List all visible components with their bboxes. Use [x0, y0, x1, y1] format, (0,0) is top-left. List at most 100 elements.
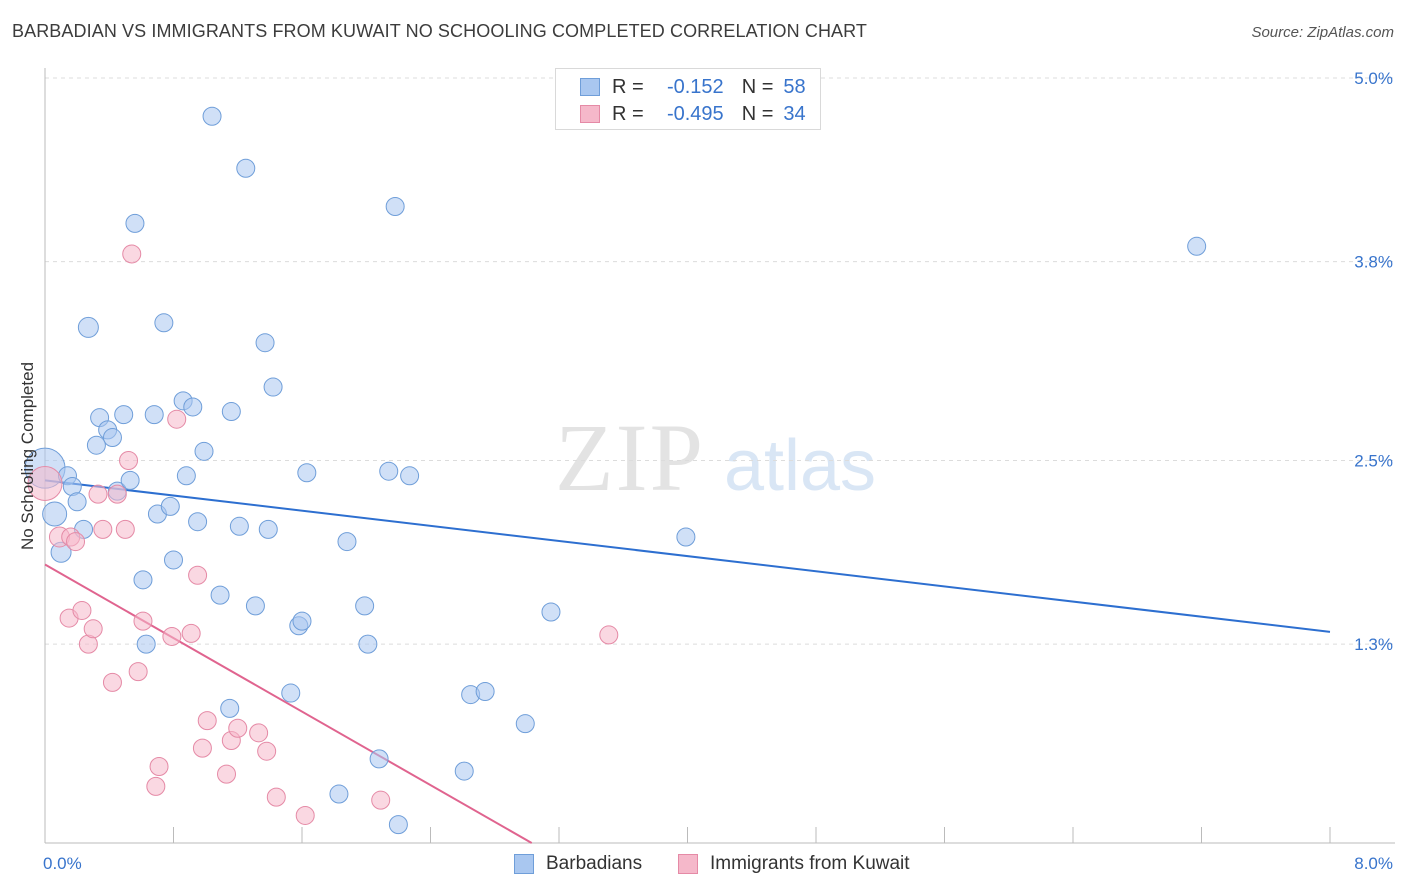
r-label: R =	[612, 102, 644, 125]
kuwait-point	[295, 805, 315, 825]
barbadian-point	[236, 158, 256, 178]
barbadian-point	[154, 313, 174, 333]
kuwait-point	[102, 672, 122, 692]
barbadian-point	[297, 463, 317, 483]
kuwait-point	[257, 741, 277, 761]
legend-label: Barbadians	[546, 853, 643, 874]
kuwait-point	[88, 484, 108, 504]
r-label: R =	[612, 75, 644, 98]
source-credit: Source: ZipAtlas.com	[1251, 24, 1394, 41]
barbadian-point	[42, 501, 68, 527]
n-value: 58	[783, 75, 806, 98]
kuwait-point	[119, 451, 139, 470]
legend-swatch-pink	[580, 105, 600, 123]
legend-item-barbadians: Barbadians	[514, 850, 642, 878]
barbadian-point	[67, 492, 87, 512]
barbadian-point	[164, 550, 183, 570]
kuwait-point	[249, 723, 269, 743]
barbadian-point	[1187, 236, 1207, 256]
kuwait-point	[27, 465, 63, 501]
barbadian-point	[194, 441, 214, 461]
kuwait-point	[266, 787, 286, 807]
barbadian-point	[281, 683, 301, 703]
barbadian-point	[369, 749, 389, 769]
watermark-zip: ZIP	[555, 404, 705, 511]
barbadian-point	[133, 570, 153, 590]
kuwait-point	[115, 519, 135, 539]
kuwait-point	[149, 757, 169, 776]
kuwait-point	[167, 409, 187, 429]
barbadian-point	[183, 397, 203, 417]
legend-item-kuwait: Immigrants from Kuwait	[678, 850, 910, 878]
barbadian-point	[515, 714, 535, 734]
barbadian-point	[229, 516, 249, 536]
n-label: N =	[741, 102, 774, 125]
barbadian-point	[77, 316, 99, 338]
barbadian-point	[114, 405, 134, 425]
series-legend: Barbadians Immigrants from Kuwait	[0, 850, 1406, 878]
barbadian-point	[263, 377, 283, 397]
barbadian-point	[86, 435, 106, 455]
barbadian-point	[188, 512, 208, 532]
barbadian-point	[255, 333, 275, 353]
barbadian-point	[125, 213, 145, 233]
barbadian-point	[676, 527, 696, 547]
barbadian-point	[388, 815, 408, 835]
watermark-atlas: atlas	[724, 426, 876, 506]
barbadian-point	[144, 405, 164, 425]
y-tick-labels: 1.3% 2.5% 3.8% 5.0%	[1354, 69, 1393, 654]
barbadian-point	[202, 106, 222, 126]
barbadian-point	[329, 784, 349, 804]
kuwait-point	[197, 711, 217, 731]
kuwait-point	[181, 623, 201, 643]
barbadian-point	[102, 428, 122, 448]
legend-row-barbadians: R = -0.152 N = 58	[580, 74, 806, 100]
kuwait-point	[599, 625, 619, 645]
kuwait-trend-line	[44, 563, 533, 844]
trend-lines	[44, 479, 1331, 844]
barbadian-point	[292, 611, 312, 631]
y-tick-label: 1.3%	[1354, 635, 1393, 654]
barbadian-point	[379, 461, 399, 481]
barbadian-point	[160, 496, 180, 516]
barbadian-trend-line	[44, 479, 1331, 633]
r-value: -0.495	[666, 102, 724, 125]
y-tick-label: 3.8%	[1354, 253, 1393, 272]
kuwait-point	[128, 662, 148, 682]
kuwait-point	[93, 519, 113, 539]
kuwait-point	[188, 565, 208, 585]
kuwait-point	[122, 244, 142, 264]
kuwait-point	[162, 626, 182, 646]
barbadian-point	[337, 532, 357, 552]
kuwait-point	[192, 738, 212, 758]
legend-row-kuwait: R = -0.495 N = 34	[580, 101, 806, 127]
axes	[44, 68, 1395, 844]
barbadian-point	[358, 634, 378, 654]
stats-legend: R = -0.152 N = 58 R = -0.495 N = 34	[555, 68, 821, 130]
watermark: ZIP atlas	[555, 404, 876, 511]
data-points	[24, 106, 1207, 835]
barbadian-point	[355, 596, 375, 616]
kuwait-point	[72, 600, 92, 620]
legend-swatch-blue	[580, 78, 600, 96]
barbadian-point	[454, 761, 474, 781]
barbadian-point	[258, 519, 278, 539]
y-axis-label: No Schooling Completed	[18, 361, 37, 551]
kuwait-point	[217, 764, 237, 784]
barbadian-point	[385, 197, 405, 217]
barbadian-point	[245, 596, 265, 616]
barbadian-point	[400, 466, 420, 486]
barbadian-point	[136, 634, 156, 654]
kuwait-point	[133, 611, 153, 631]
barbadian-point	[176, 466, 196, 486]
barbadian-point	[475, 682, 495, 702]
barbadian-point	[210, 585, 230, 605]
kuwait-point	[83, 619, 103, 639]
chart-title: BARBADIAN VS IMMIGRANTS FROM KUWAIT NO S…	[12, 21, 868, 41]
kuwait-point	[146, 776, 166, 796]
legend-label: Immigrants from Kuwait	[710, 853, 910, 874]
x-tick-label: 8.0%	[1354, 854, 1393, 873]
kuwait-point	[66, 532, 86, 552]
barbadian-point	[120, 470, 140, 490]
x-tick-label: 0.0%	[43, 854, 82, 873]
